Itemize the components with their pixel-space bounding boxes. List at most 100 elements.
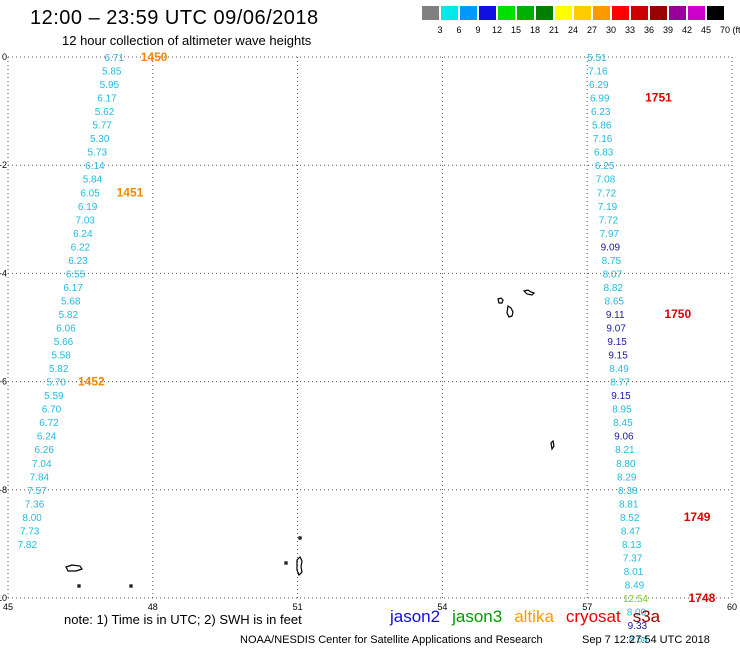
wave-height-label: 5.70 [47, 378, 67, 389]
legend-swatch [479, 6, 496, 20]
y-tick-label: 0 [2, 52, 7, 62]
wave-height-label: 9.11 [606, 310, 625, 321]
wave-height-label: 6.06 [56, 324, 76, 335]
note-text: note: 1) Time is in UTC; 2) SWH is in fe… [64, 612, 302, 627]
wave-height-label: 7.04 [32, 459, 52, 470]
x-tick-label: 48 [148, 602, 158, 612]
legend-swatch [612, 6, 629, 20]
wave-height-label: 8.13 [622, 540, 642, 551]
wave-height-label: 7.57 [27, 486, 47, 497]
wave-height-label: 8.38 [618, 486, 638, 497]
legend-label: 45 [700, 25, 711, 35]
island-outline [129, 584, 133, 588]
legend-swatch [574, 6, 591, 20]
y-tick-label: -10 [0, 593, 7, 603]
satellite-jason3: jason3 [452, 607, 503, 626]
wave-height-label: 8.80 [616, 459, 636, 470]
wave-height-label: 9.09 [601, 242, 621, 253]
legend-label: 21 [548, 25, 559, 35]
legend-label: 30 [605, 25, 616, 35]
legend-unit: (ft) [732, 25, 740, 35]
wave-height-label: 6.05 [80, 188, 100, 199]
time-label: 1749 [684, 510, 711, 524]
island-outline [65, 564, 83, 572]
wave-height-label: 7.08 [596, 175, 616, 186]
wave-height-label: 7.37 [623, 553, 643, 564]
wave-height-label: 5.82 [49, 364, 69, 375]
wave-height-label: 9.15 [611, 391, 631, 402]
legend-swatch [650, 6, 667, 20]
time-label: 1451 [117, 185, 144, 199]
legend-swatch [422, 6, 439, 20]
satellite-jason2: jason2 [390, 607, 441, 626]
wave-height-label: 6.24 [73, 229, 93, 240]
time-label: 1748 [689, 591, 716, 605]
wave-height-label: 7.73 [20, 526, 40, 537]
wave-height-label: 5.59 [44, 391, 64, 402]
wave-height-label: 5.84 [83, 175, 103, 186]
wave-height-label: 6.70 [42, 405, 62, 416]
wave-height-label: 9.06 [614, 432, 634, 443]
legend-swatch [669, 6, 686, 20]
x-tick-label: 54 [437, 602, 447, 612]
wave-height-label: 8.00 [22, 513, 42, 524]
wave-height-label: 8.01 [624, 567, 644, 578]
legend-label: 42 [681, 25, 692, 35]
wave-height-label: 8.00 [627, 608, 647, 619]
wave-height-label: 7.19 [598, 202, 618, 213]
wave-height-label: 6.55 [66, 269, 86, 280]
wave-height-label: 7.82 [18, 540, 38, 551]
island-outline [298, 536, 302, 540]
wave-height-label: 6.17 [63, 283, 83, 294]
legend-label: 9 [475, 25, 481, 35]
wave-height-label: 5.73 [88, 148, 108, 159]
island-outline [497, 297, 504, 304]
time-label: 1450 [141, 50, 168, 64]
legend-swatch [593, 6, 610, 20]
satellite-altika: altika [514, 607, 554, 626]
wave-height-label: 7.97 [600, 229, 620, 240]
y-tick-label: -2 [0, 160, 7, 170]
generated-timestamp: Sep 7 12:27:54 UTC 2018 [582, 634, 710, 646]
wave-height-label: 5.82 [59, 310, 79, 321]
wave-height-label: 8.64 [629, 635, 649, 646]
island-outline [522, 289, 536, 296]
legend-swatch [555, 6, 572, 20]
island-outline [296, 555, 303, 577]
x-tick-label: 57 [582, 602, 592, 612]
legend-label: 12 [491, 25, 502, 35]
time-label: 1452 [78, 375, 105, 389]
wave-height-label: 8.81 [619, 499, 639, 510]
wave-height-label: 8.75 [602, 256, 622, 267]
island-outline [550, 439, 555, 451]
page-subtitle: 12 hour collection of altimeter wave hei… [62, 33, 312, 48]
wave-height-label: 5.95 [100, 80, 120, 91]
wave-height-label: 5.85 [102, 67, 122, 78]
satellite-legend: jason2 jason3 altika cryosat s3a [390, 607, 672, 627]
legend-label: 70 [719, 25, 730, 35]
wave-height-label: 8.07 [603, 269, 623, 280]
wave-height-label: 6.71 [104, 53, 124, 64]
wave-height-label: 6.83 [594, 148, 614, 159]
wave-height-label: 8.49 [625, 580, 645, 591]
wave-height-label: 8.82 [604, 283, 624, 294]
legend-label: 33 [624, 25, 635, 35]
axis-tick-labels: 45 48 51 54 57 60 0 -2 -4 -6 -8 -10 [0, 52, 737, 612]
wave-height-label: 7.72 [599, 215, 619, 226]
wave-height-label: 6.99 [590, 94, 610, 105]
satellite-s3a: s3a [632, 607, 661, 626]
island-outline [284, 561, 288, 565]
legend-label: 39 [662, 25, 673, 35]
wave-height-label: 8.47 [621, 526, 641, 537]
wave-height-label: 8.29 [617, 472, 637, 483]
wave-height-label: 8.95 [612, 405, 632, 416]
island-outline [506, 304, 514, 318]
wave-height-label: 8.49 [609, 364, 629, 375]
track-altika: 6.71 5.85 5.95 6.17 5.62 5.77 5.30 5.73 6.14 5.84… [18, 50, 168, 551]
wave-height-label: 7.36 [25, 499, 45, 510]
legend-swatch [707, 6, 724, 20]
time-label: 1751 [645, 91, 672, 105]
legend-swatch [536, 6, 553, 20]
wave-height-label: 6.24 [37, 432, 57, 443]
wave-height-label: 7.03 [75, 215, 95, 226]
